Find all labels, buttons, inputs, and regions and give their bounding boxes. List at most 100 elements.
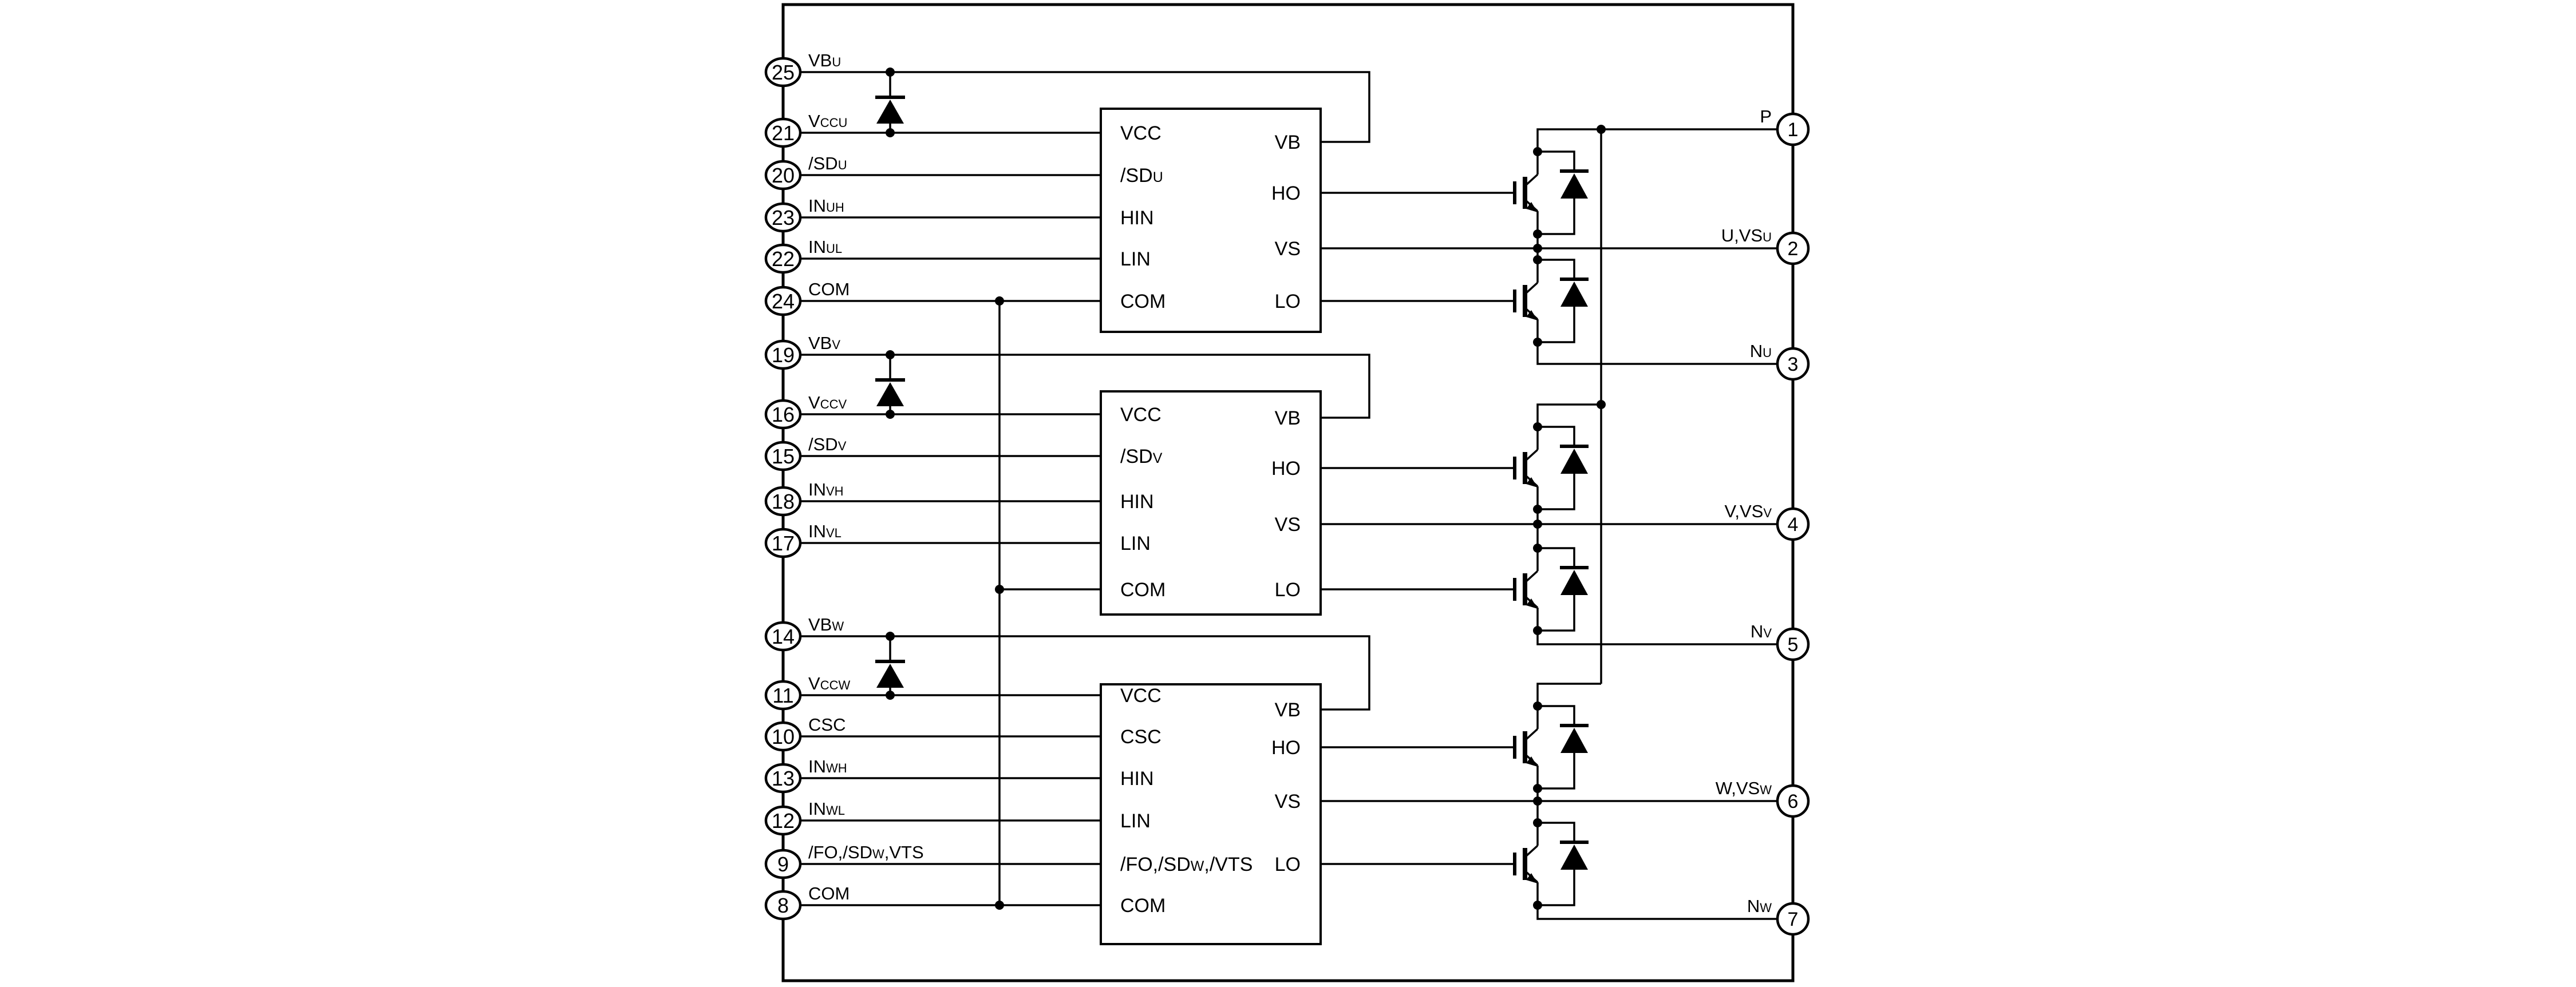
block-pin-vcc: VCC [1120,685,1161,707]
pin-label-vccv: VCCV [808,393,847,413]
block-pin-lo: LO [1275,854,1301,875]
igbt-v-low [1321,544,1589,635]
block-v-labels: VCC /SDV HIN LIN COM VB HO VS LO [1120,404,1301,601]
pin-number: 4 [1788,514,1799,536]
pin-number: 20 [772,164,795,187]
pin-label-invl: INVL [808,521,841,541]
pin-label-inwh: INWH [808,756,847,776]
pin-number: 11 [772,684,793,707]
pin-number: 16 [772,403,795,426]
block-pin-hin: HIN [1120,768,1154,790]
pin-label-invh: INVH [808,479,844,500]
pin-label-com-u: COM [808,279,850,299]
block-pin-vb: VB [1275,132,1301,153]
pin-circle-19 [764,339,802,370]
block-pin-ho: HO [1271,183,1301,204]
block-pin-lo: LO [1275,579,1301,601]
block-pin-com: COM [1120,579,1165,601]
block-pin-com: COM [1120,291,1165,312]
pin-number: 6 [1788,791,1799,812]
pin-label-sdv: /SDV [808,434,847,454]
block-pin-hin: HIN [1120,207,1154,229]
block-pin-sdv: /SDV [1120,446,1163,467]
pin-circle-8 [764,890,802,921]
pin-label-vbv: VBV [808,333,840,353]
bootstrap-diode-u [875,72,905,133]
block-w-labels: VCC CSC HIN LIN /FO,/SDW,/VTS COM VB HO … [1120,685,1301,917]
wire-vb-loops [800,71,1370,711]
pin-label-com-w: COM [808,883,850,903]
wire-phase-u [1321,128,1793,365]
block-pin-lin: LIN [1120,810,1151,832]
pin-number: 9 [777,853,789,876]
pin-label-vbw: VBW [808,615,844,635]
pin-circle-7 [1776,902,1810,936]
pin-number: 25 [772,61,795,84]
wire-left-rows [800,132,1101,906]
pin-number: 23 [772,206,795,229]
pin-circle-14 [764,621,802,652]
pin-number: 21 [772,121,795,145]
pin-number: 15 [772,445,795,468]
block-pin-hin: HIN [1120,491,1154,513]
pin-label-v-vsv: V,VSV [1725,501,1772,521]
block-pin-lin: LIN [1120,533,1151,554]
block-pin-vs: VS [1275,238,1301,260]
block-pin-lin: LIN [1120,248,1151,270]
pins-left: 25 21 20 23 22 24 19 16 15 18 17 14 11 1… [764,57,802,921]
pin-circle-6 [1776,784,1810,818]
pin-number: 13 [772,767,795,790]
pin-circle-21 [764,117,802,148]
driver-block-w [1100,683,1322,945]
pin-number: 3 [1788,354,1799,375]
pin-label-nv: NV [1751,621,1772,641]
pin-number: 8 [777,894,789,917]
pin-circle-18 [764,486,802,517]
pin-labels-right: P U,VSU NU V,VSV NV W,VSW NW [1716,106,1772,916]
driver-block-u [1100,108,1322,333]
pin-circle-23 [764,202,802,233]
pin-number: 10 [772,725,795,748]
igbt-u-high [1321,147,1589,239]
block-u-labels: VCC /SDU HIN LIN COM VB HO VS LO [1120,122,1301,312]
bootstrap-diode-w [875,636,905,695]
pin-circle-10 [764,721,802,752]
pin-circle-17 [764,528,802,558]
pin-number: 22 [772,247,795,271]
block-pin-lo: LO [1275,291,1301,312]
block-pin-csc: CSC [1120,726,1161,748]
pin-circle-4 [1776,507,1810,541]
block-pin-sdu: /SDU [1120,165,1163,187]
pin-label-sdu: /SDU [808,153,847,173]
block-pin-ho: HO [1271,458,1301,479]
pin-label-vccw: VCCW [808,673,850,693]
pin-circle-5 [1776,627,1810,661]
wires [800,71,1793,920]
block-pin-vs: VS [1275,514,1301,536]
pin-label-nw: NW [1747,896,1772,916]
block-pin-vs: VS [1275,791,1301,812]
pin-circle-16 [764,399,802,430]
block-pin-ho: HO [1271,737,1301,759]
pin-number: 17 [772,532,795,555]
pin-label-p: P [1760,106,1772,126]
block-pin-vcc: VCC [1120,404,1161,426]
wire-phase-v [1321,403,1793,645]
pin-label-csc: CSC [808,715,846,735]
pin-circle-24 [764,286,802,316]
pin-circle-25 [764,57,802,88]
pin-number: 14 [772,625,795,648]
pin-circle-15 [764,441,802,471]
pin-label-vccu: VCCU [808,111,847,131]
pin-label-nu: NU [1750,341,1772,361]
wire-phase-w [1321,683,1793,920]
junction-dots [886,68,1606,910]
pin-circle-13 [764,763,802,794]
block-pin-vb: VB [1275,699,1301,721]
driver-block-v [1100,390,1322,616]
pin-label-inul: INUL [808,237,842,257]
pin-label-inwl: INWL [808,799,845,819]
pin-circle-12 [764,805,802,836]
pin-number: 18 [772,490,795,513]
